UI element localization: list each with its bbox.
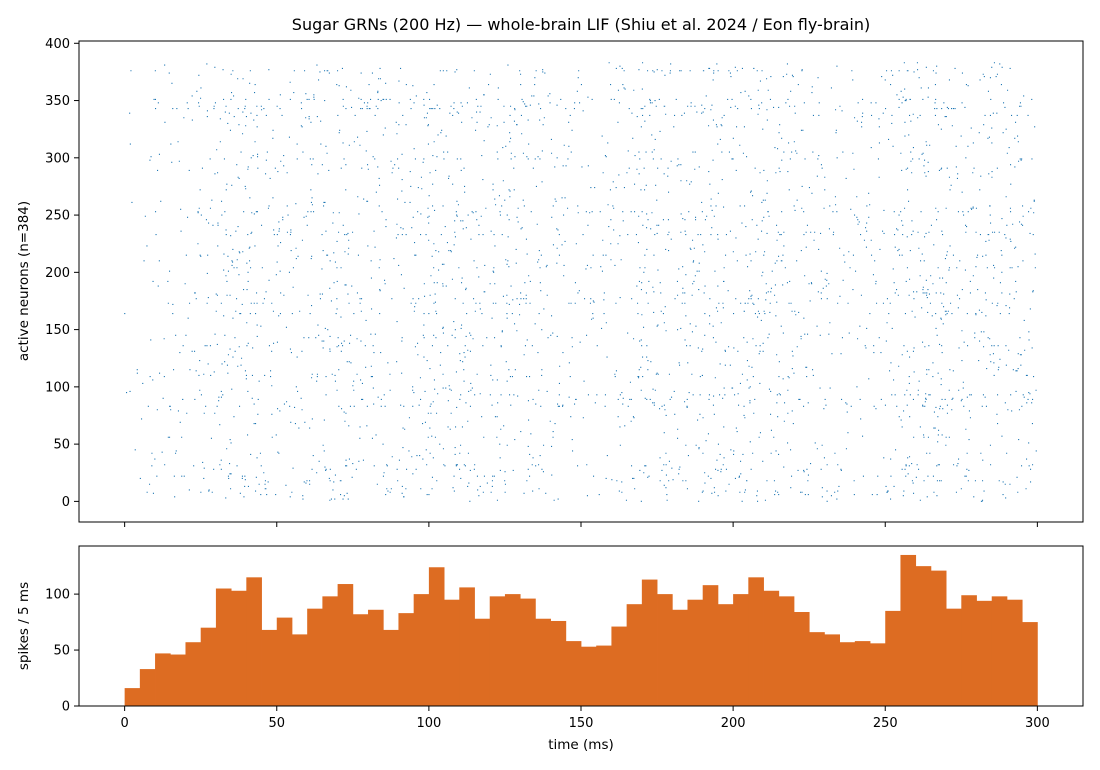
histogram-bar <box>946 608 962 706</box>
histogram-bar <box>155 653 171 706</box>
histogram-bar <box>535 618 551 706</box>
x-tick-label: 150 <box>569 716 594 731</box>
histogram-bar <box>915 566 932 706</box>
y-tick-label: 50 <box>53 644 70 659</box>
y-tick-label: 100 <box>45 380 70 395</box>
histogram-bar <box>246 577 262 706</box>
y-tick-label: 0 <box>62 495 70 510</box>
histogram-bar <box>428 567 445 706</box>
histogram-bar <box>809 632 825 706</box>
y-tick-label: 200 <box>45 266 70 281</box>
histogram-bar <box>276 617 293 706</box>
y-tick-label: 0 <box>62 700 70 715</box>
y-tick-label: 300 <box>45 151 70 166</box>
histogram-bar <box>322 596 338 706</box>
histogram-bar <box>900 554 917 706</box>
histogram-bar <box>459 587 475 706</box>
histogram-bar <box>489 596 506 706</box>
raster-y-axis: 0 50 100 150 200 250 300 350 400 <box>45 37 79 510</box>
histogram-bar <box>885 610 901 706</box>
histogram-bar <box>200 627 217 706</box>
raster-x-axis <box>124 522 1038 527</box>
histogram-bar <box>854 641 871 706</box>
histogram-bar <box>641 579 658 706</box>
x-tick-label: 0 <box>120 716 128 731</box>
histogram-bar <box>337 584 354 706</box>
histogram-bar <box>657 594 673 706</box>
histogram-bar <box>413 594 430 706</box>
histogram-bar <box>870 643 886 706</box>
histogram-bar <box>565 641 582 706</box>
y-tick-label: 400 <box>45 37 70 52</box>
histogram-bar <box>581 646 597 706</box>
histogram-bar <box>185 642 202 706</box>
histogram-bars <box>124 554 1038 706</box>
histogram-bar <box>702 585 719 706</box>
histogram-bar <box>687 599 704 706</box>
x-tick-label: 300 <box>1025 716 1050 731</box>
x-tick-label: 250 <box>873 716 898 731</box>
histogram-bar <box>824 634 840 706</box>
histogram-bar <box>504 594 521 706</box>
histogram-bar <box>611 626 628 706</box>
histogram-bar <box>307 608 323 706</box>
histogram-bar <box>778 596 795 706</box>
y-tick-label: 250 <box>45 209 70 224</box>
histogram-bar <box>930 570 947 706</box>
histogram-bar <box>383 629 399 706</box>
histogram-xlabel: time (ms) <box>548 737 614 753</box>
y-tick-label: 50 <box>53 438 70 453</box>
histogram-bar <box>352 614 369 706</box>
histogram-bar <box>596 645 612 706</box>
histogram-bar <box>976 600 993 706</box>
histogram-x-axis: 0 50 100 150 200 250 300 <box>120 706 1050 731</box>
histogram-bar <box>474 618 491 706</box>
y-tick-label: 350 <box>45 94 70 109</box>
histogram-bar <box>124 688 141 706</box>
raster-panel: 0 50 100 150 200 250 300 350 400 active neurons … <box>16 37 1084 527</box>
histogram-bar <box>991 596 1008 706</box>
x-tick-label: 50 <box>268 716 285 731</box>
histogram-bar <box>793 612 810 706</box>
histogram-y-axis: 0 50 100 <box>45 588 79 715</box>
histogram-bar <box>170 654 186 706</box>
histogram-bar <box>398 613 415 706</box>
histogram-bar <box>291 634 308 706</box>
histogram-bar <box>717 604 734 706</box>
x-tick-label: 100 <box>416 716 441 731</box>
histogram-bar <box>626 604 643 706</box>
histogram-bar <box>763 590 780 706</box>
histogram-bar <box>733 594 749 706</box>
histogram-bar <box>1006 599 1023 706</box>
histogram-bar <box>1022 622 1038 706</box>
histogram-ylabel: spikes / 5 ms <box>16 582 32 670</box>
y-tick-label: 100 <box>45 588 70 603</box>
histogram-bar <box>672 609 688 706</box>
histogram-bar <box>444 599 460 706</box>
histogram-bar <box>748 577 764 706</box>
histogram-bar <box>261 629 278 706</box>
histogram-bar <box>215 588 232 706</box>
histogram-bar <box>520 598 536 706</box>
histogram-bar <box>139 669 156 706</box>
histogram-bar <box>961 595 977 706</box>
x-tick-label: 200 <box>721 716 746 731</box>
histogram-bar <box>550 620 567 706</box>
raster-ylabel: active neurons (n=384) <box>16 201 32 361</box>
chart-title: Sugar GRNs (200 Hz) — whole-brain LIF (S… <box>292 15 870 34</box>
histogram-bar <box>368 609 384 706</box>
histogram-bar <box>839 642 856 706</box>
y-tick-label: 150 <box>45 323 70 338</box>
histogram-bar <box>231 590 247 706</box>
